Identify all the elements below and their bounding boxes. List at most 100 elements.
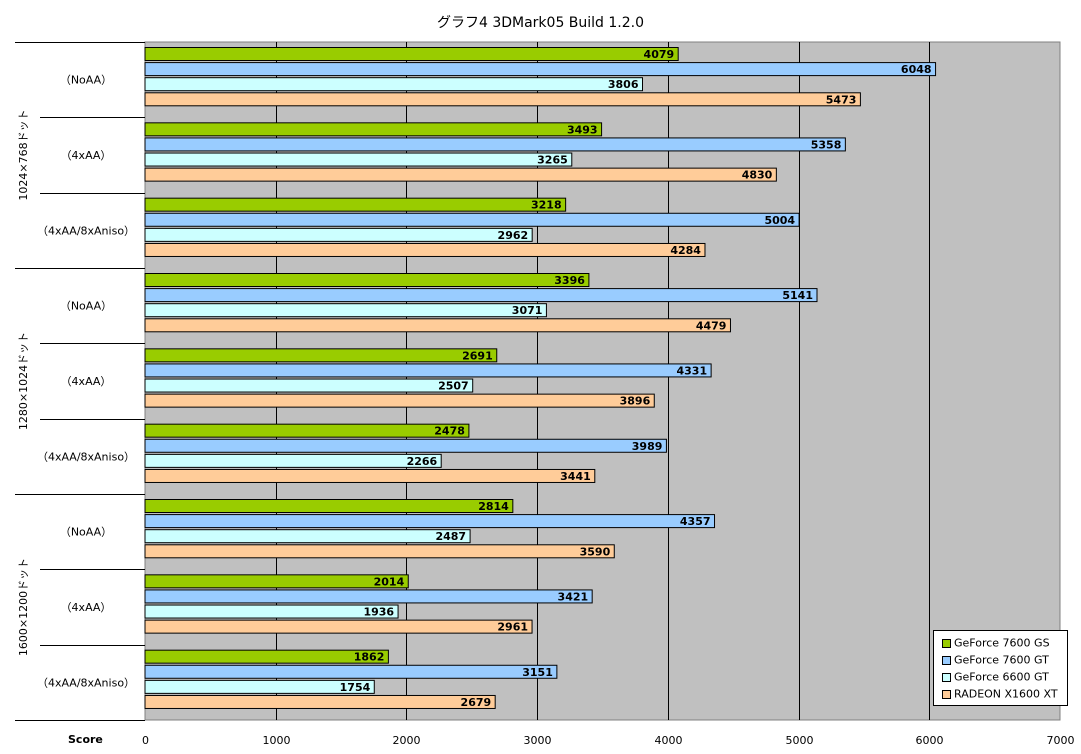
bar xyxy=(144,363,712,378)
x-tick-label: 2000 xyxy=(393,734,421,747)
legend-swatch-gs xyxy=(942,638,951,648)
bar xyxy=(144,197,567,212)
data-label: 3151 xyxy=(522,666,553,679)
legend-swatch-6600 xyxy=(942,672,951,682)
data-label: 2478 xyxy=(434,425,465,438)
data-label: 4331 xyxy=(676,364,707,377)
category-label: （NoAA） xyxy=(60,300,112,313)
data-label: 2691 xyxy=(462,349,493,362)
category-label: （NoAA） xyxy=(60,74,112,87)
data-label: 5473 xyxy=(826,93,857,106)
category-label: （4xAA） xyxy=(61,601,112,614)
data-label: 3265 xyxy=(537,154,568,167)
group-label: 1024×768ドット xyxy=(17,109,30,200)
x-tick-label: 7000 xyxy=(1047,734,1075,747)
data-label: 4284 xyxy=(670,244,701,257)
bar xyxy=(144,438,667,453)
bar xyxy=(144,679,375,694)
bar xyxy=(144,152,573,167)
bar xyxy=(144,453,442,468)
legend-item-gs: GeForce 7600 GS xyxy=(942,634,1067,651)
category-label: （4xAA） xyxy=(61,375,112,388)
legend-label-gt: GeForce 7600 GT xyxy=(954,653,1049,667)
bar xyxy=(144,212,800,227)
data-label: 2814 xyxy=(478,500,509,513)
x-tick-label: 3000 xyxy=(524,734,552,747)
data-label: 5004 xyxy=(764,214,795,227)
bar xyxy=(144,649,389,664)
data-label: 1754 xyxy=(340,681,371,694)
data-label: 3493 xyxy=(567,123,598,136)
category-label: （4xAA/8xAniso） xyxy=(37,450,135,463)
group-label: 1600×1200ドット xyxy=(17,558,30,656)
bar xyxy=(144,514,716,529)
data-label: 3441 xyxy=(560,470,591,483)
bar xyxy=(144,468,596,483)
legend-label-gs: GeForce 7600 GS xyxy=(954,636,1050,650)
data-label: 2014 xyxy=(374,575,405,588)
data-label: 5358 xyxy=(811,138,842,151)
data-label: 3806 xyxy=(608,78,639,91)
bar xyxy=(144,589,593,604)
legend-swatch-gt xyxy=(942,655,951,665)
legend-label-6600: GeForce 6600 GT xyxy=(954,670,1049,684)
data-label: 3421 xyxy=(558,590,589,603)
x-tick-label: 6000 xyxy=(916,734,944,747)
x-tick-label: 5000 xyxy=(786,734,814,747)
data-label: 1862 xyxy=(354,651,385,664)
data-label: 3989 xyxy=(632,440,663,453)
data-label: 4357 xyxy=(680,515,711,528)
bar xyxy=(144,273,590,287)
data-label: 2266 xyxy=(407,455,438,468)
bar xyxy=(144,664,558,679)
data-label: 2962 xyxy=(498,229,529,242)
bar xyxy=(144,318,731,333)
bar xyxy=(144,62,937,77)
bar xyxy=(144,423,470,438)
data-label: 3396 xyxy=(554,274,585,287)
legend-item-6600: GeForce 6600 GT xyxy=(942,668,1067,685)
legend-item-radeon: RADEON X1600 XT xyxy=(942,685,1067,702)
data-label: 2487 xyxy=(435,530,466,543)
data-label: 1936 xyxy=(363,606,394,619)
bar xyxy=(144,574,409,589)
x-tick-label: 4000 xyxy=(655,734,683,747)
bar xyxy=(144,77,643,92)
bar xyxy=(144,378,474,393)
data-label: 3218 xyxy=(531,199,562,212)
bar xyxy=(144,604,399,619)
data-label: 3590 xyxy=(580,545,611,558)
group-label: 1280×1024ドット xyxy=(17,332,30,430)
data-label: 4079 xyxy=(644,48,675,61)
legend-item-gt: GeForce 7600 GT xyxy=(942,651,1067,668)
bar xyxy=(144,499,514,513)
data-label: 2507 xyxy=(438,380,469,393)
bar xyxy=(144,288,818,303)
category-label: （4xAA） xyxy=(61,149,112,162)
category-label: （4xAA/8xAniso） xyxy=(37,676,135,689)
data-label: 6048 xyxy=(901,63,932,76)
data-label: 3896 xyxy=(620,395,651,408)
data-label: 3071 xyxy=(512,304,543,317)
bar xyxy=(144,303,547,318)
bar xyxy=(144,544,615,559)
legend-label-radeon: RADEON X1600 XT xyxy=(954,687,1058,701)
x-tick-label: 1000 xyxy=(263,734,291,747)
data-label: 2961 xyxy=(497,621,528,634)
bar xyxy=(144,393,655,408)
bar xyxy=(144,47,679,61)
bar xyxy=(144,694,496,709)
legend-swatch-radeon xyxy=(942,689,951,699)
data-label: 4479 xyxy=(696,319,727,332)
data-label: 4830 xyxy=(742,169,773,182)
bar xyxy=(144,348,498,363)
chart-title: グラフ4 3DMark05 Build 1.2.0 xyxy=(436,15,645,31)
bar xyxy=(144,529,471,544)
bar xyxy=(144,242,706,257)
bar xyxy=(144,92,861,107)
bar xyxy=(144,122,603,137)
x-axis-label: Score xyxy=(68,733,103,746)
legend: GeForce 7600 GS GeForce 7600 GT GeForce … xyxy=(933,630,1068,706)
bar xyxy=(144,137,846,152)
